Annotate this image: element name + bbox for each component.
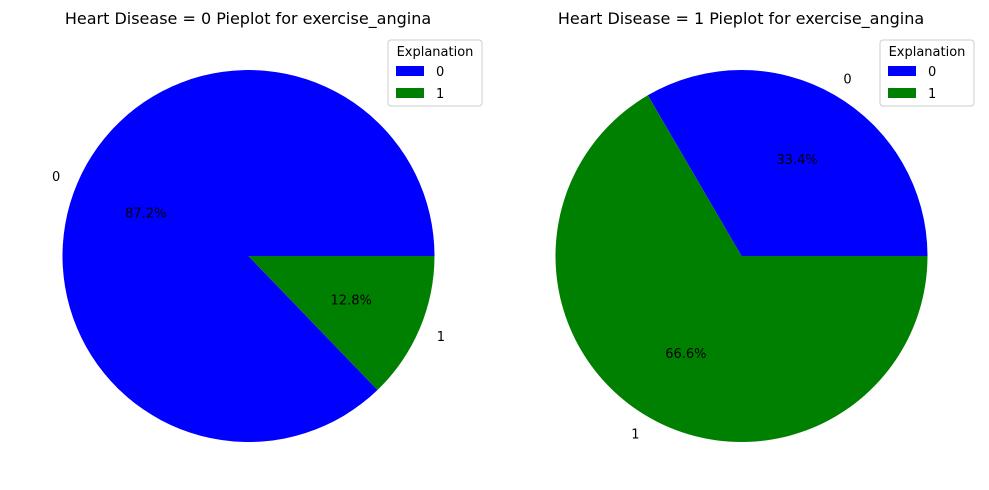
pie-percent-label-0: 87.2% <box>125 206 166 221</box>
legend-title: Explanation <box>397 45 474 60</box>
pie-chart-heart-disease-0: Heart Disease = 0 Pieplot for exercise_a… <box>52 9 483 442</box>
pie-chart-heart-disease-1: Heart Disease = 1 Pieplot for exercise_a… <box>555 9 975 443</box>
pie-slices <box>62 70 435 442</box>
legend-label-1: 1 <box>436 87 444 102</box>
legend-label-0: 0 <box>928 65 936 80</box>
pie-percent-label-1: 12.8% <box>331 294 372 309</box>
legend: Explanation 0 1 <box>387 39 483 107</box>
pie-category-label-0: 0 <box>52 170 60 185</box>
pie-slice-1 <box>555 95 928 443</box>
pie-category-label-1: 1 <box>631 427 639 442</box>
pie-slice-0 <box>62 70 435 442</box>
pie-slice-1 <box>248 256 435 390</box>
legend-label-0: 0 <box>436 65 444 80</box>
pie-percent-label-1: 66.6% <box>665 347 706 362</box>
pie-labels: 87.2% 0 12.8% 1 <box>52 170 445 345</box>
legend-label-1: 1 <box>928 87 936 102</box>
pie-slices <box>555 70 928 443</box>
pie-category-label-1: 1 <box>437 330 445 345</box>
legend-swatch-0 <box>396 66 424 76</box>
chart-title: Heart Disease = 1 Pieplot for exercise_a… <box>558 9 924 29</box>
pie-labels: 33.4% 0 66.6% 1 <box>631 73 851 443</box>
legend-swatch-0 <box>888 66 916 76</box>
legend-swatch-1 <box>396 88 424 98</box>
legend-title: Explanation <box>889 45 966 60</box>
pie-category-label-0: 0 <box>843 73 851 88</box>
chart-title: Heart Disease = 0 Pieplot for exercise_a… <box>65 9 431 29</box>
pie-slice-0 <box>647 70 928 256</box>
legend: Explanation 0 1 <box>879 39 975 107</box>
pie-percent-label-0: 33.4% <box>776 153 817 168</box>
legend-swatch-1 <box>888 88 916 98</box>
